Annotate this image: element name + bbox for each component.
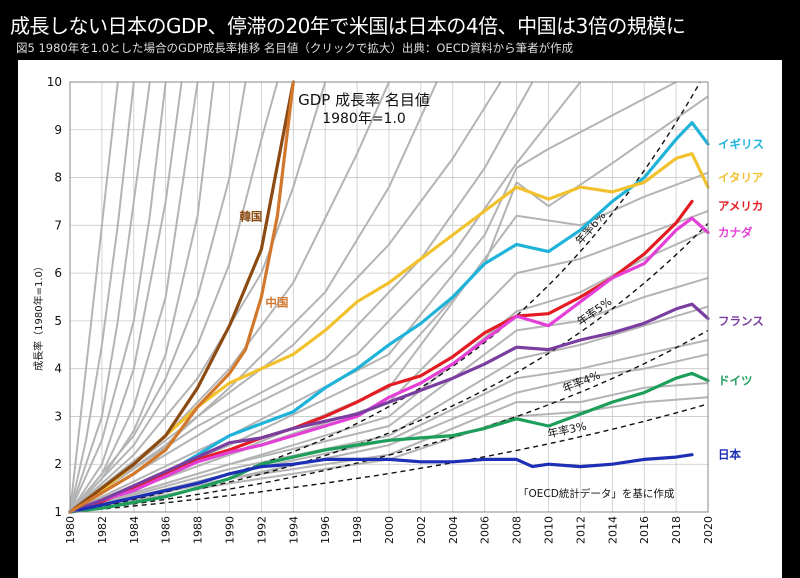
- x-tick-label: 2006: [479, 516, 492, 544]
- series-line: [68, 371, 710, 514]
- x-tick-label: 1980: [64, 516, 77, 544]
- series-label: アメリカ: [718, 199, 763, 213]
- series-line: [68, 152, 710, 514]
- x-tick-label: 2020: [702, 516, 715, 544]
- x-tick-label: 2018: [670, 516, 683, 544]
- gray-series-line: [69, 81, 135, 513]
- chart-subtitle: 1980年=1.0: [322, 111, 406, 127]
- x-tick-label: 2010: [543, 516, 556, 544]
- gray-series-line: [69, 81, 247, 513]
- series-label: フランス: [718, 314, 764, 328]
- x-tick-label: 1990: [224, 516, 237, 544]
- gdp-growth-chart: 年率6%年率5%年率4%年率3% 1980 1982 1984 1986 1988 199…: [18, 60, 782, 578]
- gray-series-line: [69, 81, 167, 513]
- x-tick-label: 1998: [351, 516, 364, 544]
- gray-series-line: [69, 81, 534, 513]
- gray-series-line: [69, 81, 438, 513]
- y-tick-label: 7: [54, 218, 62, 232]
- x-tick-label: 2000: [383, 516, 396, 544]
- gray-series-line: [69, 305, 709, 513]
- series-label: イギリス: [718, 137, 764, 151]
- series-label: イタリア: [718, 171, 764, 185]
- gray-series-line: [69, 276, 709, 513]
- gray-series-line: [69, 81, 151, 513]
- x-tick-label: 1984: [128, 516, 141, 544]
- x-tick-label: 1982: [96, 516, 109, 544]
- y-tick-label: 10: [47, 75, 62, 89]
- x-tick-label: 2002: [415, 516, 428, 544]
- gray-series-line: [69, 81, 502, 513]
- gray-series-line: [69, 95, 709, 513]
- y-tick-label: 3: [54, 409, 62, 423]
- x-tick-label: 2014: [606, 516, 619, 544]
- gray-series-line: [69, 81, 183, 513]
- series-line: [68, 216, 710, 514]
- source-note: 「OECD統計データ」を基に作成: [518, 487, 675, 500]
- series-label: 日本: [718, 448, 741, 462]
- y-axis-label: 成長率（1980年=1.0）: [32, 261, 45, 371]
- series-line: [68, 453, 694, 514]
- y-tick-label: 5: [54, 314, 62, 328]
- x-tick-label: 1992: [255, 516, 268, 544]
- series-label: 韓国: [239, 210, 262, 224]
- series-line: [68, 302, 710, 514]
- reference-line: [69, 82, 701, 513]
- gray-series-line: [69, 81, 677, 513]
- figure-caption: 図5 1980年を1.0とした場合のGDP成長率推移 名目値（クリックで拡大）出…: [16, 41, 574, 55]
- reference-line: [69, 329, 709, 513]
- y-tick-label: 6: [54, 266, 62, 280]
- y-tick-label: 8: [54, 171, 62, 185]
- gray-series-line: [69, 396, 709, 513]
- x-tick-label: 2008: [511, 516, 524, 544]
- gray-series-line: [69, 81, 582, 513]
- highlighted-country-lines: [68, 80, 710, 514]
- chart-title: GDP 成長率 名目値: [298, 91, 430, 109]
- x-tick-label: 1986: [160, 516, 173, 544]
- x-tick-label: 2016: [638, 516, 651, 544]
- x-tick-label: 1994: [287, 516, 300, 544]
- x-tick-label: 1996: [319, 516, 332, 544]
- series-line: [68, 80, 295, 514]
- gray-series-line: [69, 81, 279, 513]
- gray-series-line: [69, 81, 119, 513]
- y-tick-label: 2: [54, 457, 62, 471]
- gray-series-line: [69, 210, 709, 513]
- y-tick-label: 4: [54, 362, 62, 376]
- series-line: [68, 80, 295, 514]
- y-tick-label: 1: [54, 505, 62, 519]
- x-tick-label: 2012: [574, 516, 587, 544]
- series-label: ドイツ: [718, 374, 753, 388]
- page-header: 成長しない日本のGDP、停滞の20年で米国は日本の4倍、中国は3倍の規模に 図5…: [0, 0, 800, 60]
- y-tick-label: 9: [54, 123, 62, 137]
- axes: 1980 1982 1984 1986 1988 1990 1992 1994 1996 1998…: [47, 75, 715, 544]
- plot-frame: [69, 81, 709, 513]
- series-label: 中国: [265, 296, 288, 310]
- series-label: カナダ: [718, 226, 753, 240]
- x-tick-label: 1988: [192, 516, 205, 544]
- page-title: 成長しない日本のGDP、停滞の20年で米国は日本の4倍、中国は3倍の規模に: [10, 14, 686, 38]
- x-tick-label: 2004: [447, 516, 460, 544]
